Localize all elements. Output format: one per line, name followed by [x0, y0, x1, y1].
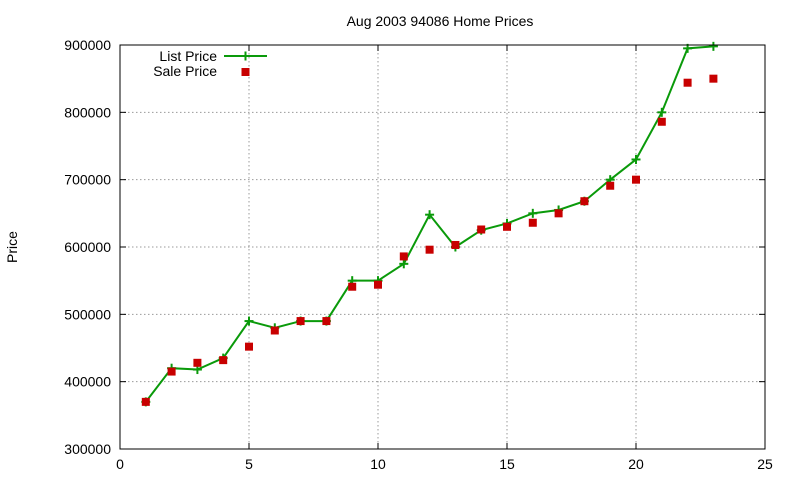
plot-frame: [119, 44, 766, 450]
sale-price-point: [141, 397, 150, 406]
sale-price-point: [425, 245, 434, 254]
sale-price-point: [709, 74, 718, 83]
x-tick-label: 10: [370, 456, 386, 472]
legend-marker-list-price: [241, 51, 250, 61]
chart-title: Aug 2003 94086 Home Prices: [347, 13, 534, 29]
y-tick-label: 400000: [64, 374, 111, 390]
y-tick-label: 900000: [64, 37, 111, 53]
x-tick-label: 25: [757, 456, 773, 472]
x-tick-label: 5: [245, 456, 253, 472]
sale-price-point: [296, 317, 305, 326]
list-price-line: [145, 45, 714, 403]
sale-price-point: [374, 280, 382, 289]
list-price-point: [657, 107, 667, 117]
sale-price-point: [528, 218, 537, 227]
sale-price-point: [219, 356, 228, 365]
y-tick-label: 600000: [64, 239, 111, 255]
y-tick-label: 700000: [64, 172, 111, 188]
sale-price-point: [245, 342, 253, 351]
sale-price-point: [270, 326, 279, 335]
sale-price-point: [348, 282, 357, 291]
y-tick-label: 300000: [64, 441, 111, 457]
sale-price-point: [683, 78, 692, 87]
y-tick-label: 800000: [64, 104, 111, 120]
sale-price-point: [399, 252, 408, 261]
x-tick-label: 20: [628, 456, 644, 472]
legend-marker-sale-price: [241, 68, 250, 76]
list-price-point: [425, 210, 435, 220]
legend-label-sale-price: Sale Price: [153, 63, 217, 79]
sale-price-point: [167, 367, 176, 376]
list-price-point: [528, 208, 538, 218]
legend-label-list-price: List Price: [159, 48, 217, 64]
grid-lines: [120, 45, 765, 449]
x-tick-label: 15: [499, 456, 515, 472]
list-price-point: [399, 259, 409, 269]
sale-price-point: [657, 117, 666, 126]
data-series: [141, 41, 718, 407]
list-price-point: [244, 316, 254, 326]
sale-price-point: [193, 358, 202, 367]
sale-price-point: [322, 317, 331, 326]
sale-price-point: [580, 197, 589, 206]
x-tick-label: 0: [116, 456, 124, 472]
sale-price-point: [606, 181, 615, 190]
y-axis-label: Price: [4, 231, 20, 263]
list-price-point: [708, 41, 718, 51]
sale-price-point: [554, 209, 563, 218]
sale-price-point: [451, 240, 460, 249]
sale-price-point: [632, 175, 640, 184]
tick-labels: 0 5 10 15 20 25 300000 400000 500000 600000 700000…: [64, 37, 773, 472]
sale-price-point: [503, 222, 511, 231]
list-price-point: [631, 154, 641, 164]
sale-price-point: [477, 225, 486, 234]
y-tick-label: 500000: [64, 306, 111, 322]
